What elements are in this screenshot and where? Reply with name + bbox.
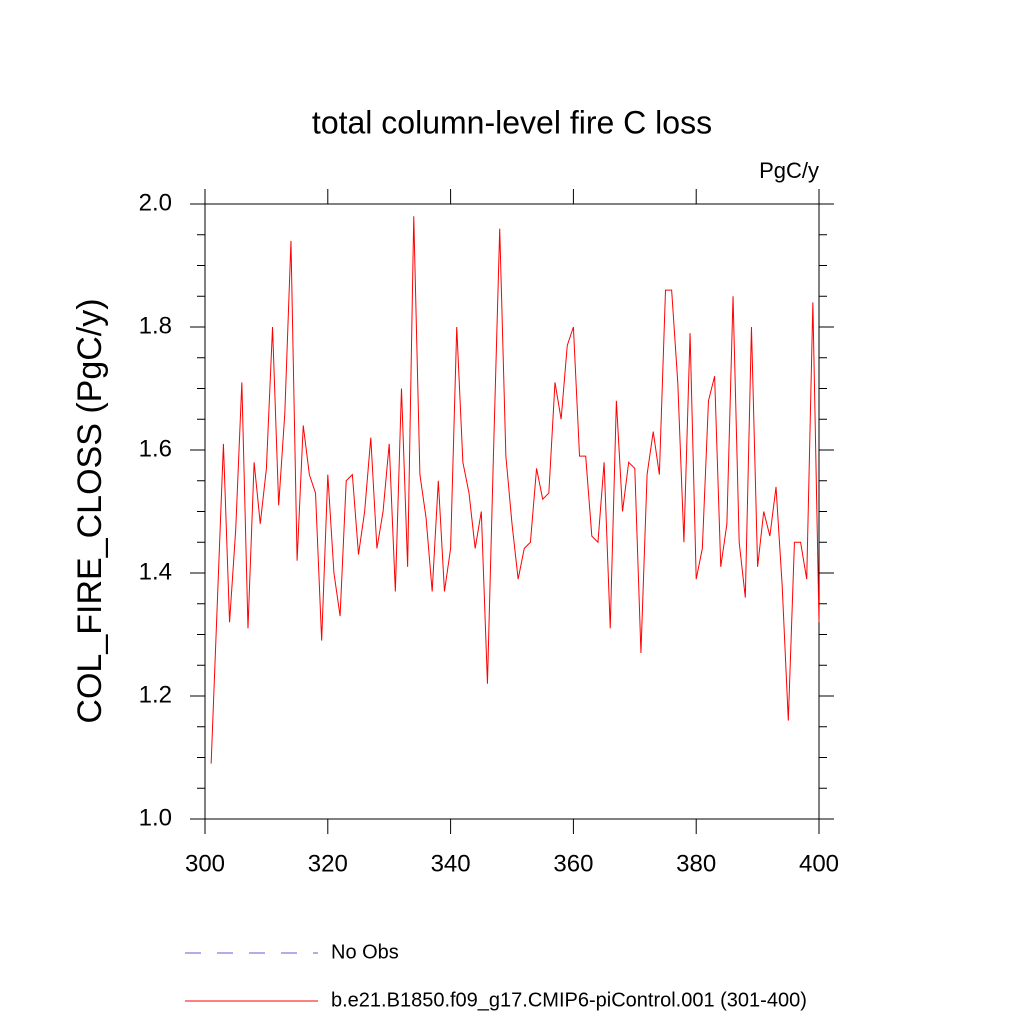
chart-title: total column-level fire C loss [312,104,712,140]
y-tick-label: 1.8 [139,312,172,339]
y-tick-label: 2.0 [139,189,172,216]
legend-label: b.e21.B1850.f09_g17.CMIP6-piControl.001 … [331,989,807,1011]
x-tick-label: 300 [185,850,225,877]
data-line [210,216,820,764]
x-tick-label: 400 [799,850,839,877]
y-axis-label: COL_FIRE_CLOSS (PgC/y) [71,298,109,723]
unit-label: PgC/y [759,158,819,183]
x-tick-label: 380 [676,850,716,877]
x-tick-label: 320 [308,850,348,877]
x-tick-label: 340 [431,850,471,877]
y-tick-label: 1.0 [139,804,172,831]
y-tick-label: 1.2 [139,681,172,708]
y-tick-label: 1.6 [139,435,172,462]
legend-label: No Obs [331,941,399,963]
y-tick-label: 1.4 [139,558,172,585]
x-tick-label: 360 [553,850,593,877]
